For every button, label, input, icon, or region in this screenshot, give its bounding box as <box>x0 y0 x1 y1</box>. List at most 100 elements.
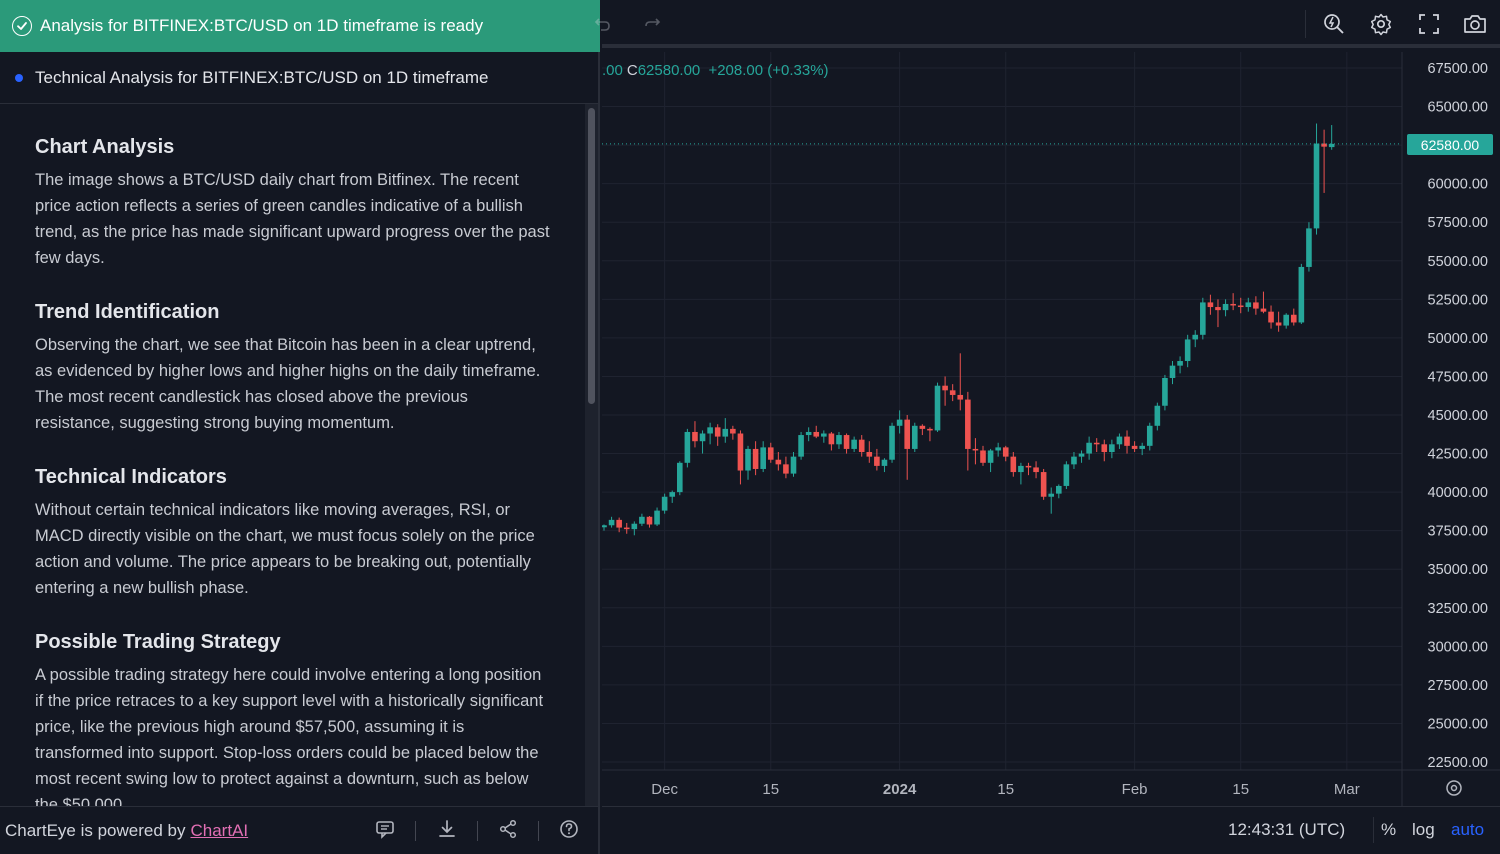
candle-body <box>1306 228 1312 267</box>
candle-body <box>730 428 736 434</box>
time-tick-label: Feb <box>1122 781 1148 798</box>
candlestick-chart[interactable]: 67500.00 65000.00 60000.00 57500.00 55000.00… <box>602 52 1500 806</box>
candle-body <box>1328 143 1335 148</box>
candle-body <box>1230 303 1236 306</box>
candle-body <box>1283 314 1289 326</box>
price-tick-label: 40000.00 <box>1428 485 1488 501</box>
fullscreen-icon[interactable] <box>1415 10 1443 38</box>
price-tick-label: 50000.00 <box>1428 331 1488 347</box>
candle-body <box>677 462 683 493</box>
candle-body <box>821 433 827 437</box>
candle-body <box>1002 447 1009 457</box>
help-icon[interactable] <box>557 817 581 841</box>
candle-body <box>919 425 926 429</box>
footer-divider <box>538 821 539 841</box>
undo-icon[interactable] <box>588 10 616 38</box>
price-axis: 67500.00 65000.00 60000.00 57500.00 55000.00… <box>602 52 1500 806</box>
redo-icon[interactable] <box>639 10 667 38</box>
candle-body <box>760 447 766 469</box>
candle-body <box>798 435 804 457</box>
candle-body <box>1078 453 1085 457</box>
candle-body <box>828 433 835 445</box>
candle-body <box>616 519 622 528</box>
candle-body <box>874 456 880 466</box>
candle-body <box>987 450 994 463</box>
legend-change: +208.00 (+0.33%) <box>708 62 829 79</box>
scrollbar-thumb[interactable] <box>588 108 595 404</box>
auto-toggle[interactable]: auto <box>1451 820 1485 839</box>
camera-icon[interactable] <box>1461 10 1489 38</box>
candle-body <box>1048 493 1055 497</box>
candle-body <box>1192 334 1199 340</box>
candle-body <box>1169 365 1176 378</box>
candle-body <box>767 447 774 460</box>
candle-body <box>805 431 812 436</box>
candle-body <box>608 519 615 526</box>
price-tick-label: 60000.00 <box>1428 177 1488 193</box>
candle-body <box>858 439 865 453</box>
candle-body <box>1154 405 1161 426</box>
candle-body <box>1245 302 1252 308</box>
panel-footer: ChartEye is powered by ChartAI <box>0 806 598 854</box>
price-tick-label: 25000.00 <box>1428 716 1488 732</box>
comment-icon[interactable] <box>373 817 397 841</box>
candle-body <box>1139 445 1145 449</box>
section-title: Trend Identification <box>35 301 220 323</box>
candle-body <box>775 459 782 465</box>
candle-body <box>965 399 971 449</box>
chart-grid <box>602 52 1402 770</box>
candle-body <box>669 492 676 497</box>
analyze-icon[interactable] <box>1320 10 1348 38</box>
section-body: Without certain technical indicators lik… <box>35 501 535 597</box>
price-tick-label: 55000.00 <box>1428 254 1488 270</box>
log-toggle[interactable]: log <box>1412 820 1435 839</box>
banner-text: Analysis for BITFINEX:BTC/USD on 1D time… <box>40 16 484 35</box>
share-icon[interactable] <box>496 817 520 841</box>
candle-body <box>1290 314 1297 323</box>
candle-body <box>851 439 857 449</box>
price-tick-label: 42500.00 <box>1428 447 1488 463</box>
candle-body <box>1086 442 1092 454</box>
footer-divider <box>477 821 478 841</box>
candle-body <box>957 394 964 400</box>
candle-body <box>904 419 910 449</box>
candle-body <box>911 425 918 449</box>
price-tick-label: 65000.00 <box>1428 100 1488 116</box>
candle-body <box>737 433 744 471</box>
candle-body <box>1260 308 1267 312</box>
candle-body <box>1275 322 1282 326</box>
last-price-label: 62580.00 <box>1407 134 1493 155</box>
candle-body <box>646 516 653 525</box>
percent-toggle[interactable]: % <box>1381 820 1397 839</box>
candle-body <box>722 428 729 437</box>
candle-body <box>707 427 713 434</box>
candle-body <box>980 450 986 463</box>
time-tick-label: Mar <box>1334 781 1360 798</box>
legend-close-label: C <box>626 62 638 79</box>
candle-body <box>602 525 607 528</box>
candle-body <box>934 385 941 431</box>
candle-body <box>972 448 979 451</box>
section-body: A possible trading strategy here could i… <box>35 666 544 806</box>
candle-body <box>1025 465 1032 468</box>
price-tick-label: 52500.00 <box>1428 292 1488 308</box>
candle-body <box>1093 442 1100 445</box>
axis-settings-icon[interactable] <box>1446 780 1462 796</box>
price-tick-label: 30000.00 <box>1428 639 1488 655</box>
candle-body <box>1071 456 1077 465</box>
candle-body <box>927 428 933 431</box>
download-icon[interactable] <box>435 817 459 841</box>
utc-clock[interactable]: 12:43:31 (UTC) <box>1228 820 1346 839</box>
candle-body <box>1124 436 1130 446</box>
analysis-header[interactable]: Technical Analysis for BITFINEX:BTC/USD … <box>0 52 598 104</box>
candle-body <box>1184 339 1191 362</box>
analysis-content[interactable]: Chart Analysis The image shows a BTC/USD… <box>0 104 585 806</box>
candle-body <box>1200 302 1206 335</box>
chartai-link[interactable]: ChartAI <box>190 820 249 840</box>
gear-icon[interactable] <box>1367 10 1395 38</box>
candle-body <box>866 452 873 457</box>
chart-statusbar <box>602 806 1500 854</box>
candle-body <box>889 425 895 460</box>
candle-body <box>813 431 820 437</box>
chart-panel: 67500.00 65000.00 60000.00 57500.00 55000.00… <box>594 0 1500 854</box>
